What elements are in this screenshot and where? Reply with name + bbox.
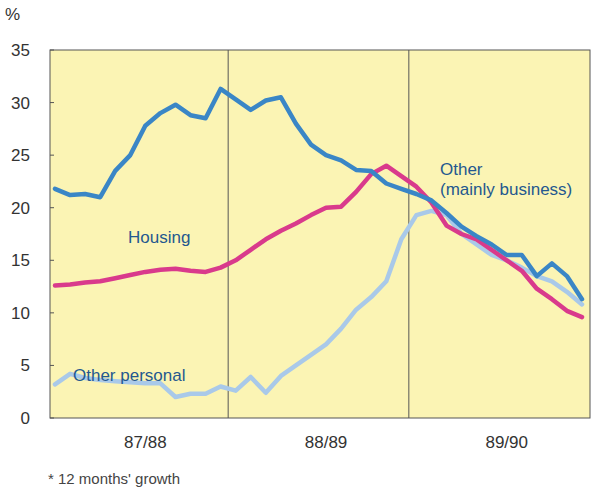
y-tick: [50, 207, 54, 208]
y-tick-label: 0: [21, 409, 30, 428]
plot-area: [50, 50, 590, 418]
y-tick-label: 5: [21, 356, 30, 375]
chart: 0 5 10 15 20 25 30 35% 87/88 88/89 89/90 Other(main…: [0, 0, 600, 494]
grid-line: [408, 50, 409, 418]
series-label: Housing: [128, 228, 190, 247]
y-tick: [50, 260, 54, 261]
plot-frame: [50, 50, 590, 418]
grid-line: [228, 50, 229, 418]
y-tick: [50, 102, 54, 103]
y-tick-label: 20: [11, 199, 30, 218]
y-tick-label: 25: [11, 146, 30, 165]
y-tick: [50, 365, 54, 366]
y-tick-label: 15: [11, 251, 30, 270]
series-line: [55, 166, 582, 317]
x-tick-label: 88/89: [305, 433, 348, 452]
y-tick: [50, 418, 54, 419]
series-line: [55, 89, 582, 299]
series-line: [55, 211, 582, 397]
y-tick-label: 10: [11, 304, 30, 323]
series-label: Other personal: [73, 366, 185, 385]
y-axis-label: %: [5, 5, 20, 24]
series-label: Other(mainly business): [440, 160, 572, 199]
x-tick-label: 87/88: [124, 433, 167, 452]
y-tick: [50, 50, 54, 51]
y-tick-label: 30: [11, 94, 30, 113]
series-group: [55, 89, 582, 397]
footnote: * 12 months' growth: [48, 470, 180, 487]
x-tick-label: 89/90: [485, 433, 528, 452]
y-tick: [50, 155, 54, 156]
y-tick-label: 35: [11, 41, 30, 60]
y-tick: [50, 312, 54, 313]
